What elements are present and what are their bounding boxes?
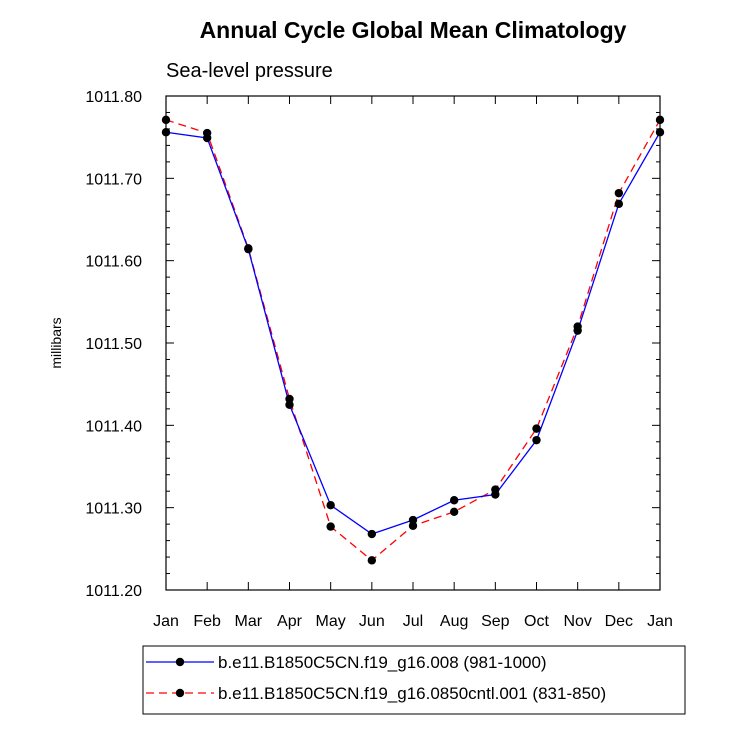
series-1-point: [367, 529, 377, 539]
y-tick-label: 1011.20: [85, 583, 142, 600]
x-tick-label: Mar: [235, 613, 263, 630]
y-axis-label: millibars: [48, 317, 64, 368]
chart-title: Annual Cycle Global Mean Climatology: [200, 17, 627, 43]
x-tick-label: Jun: [359, 613, 385, 630]
x-tick-label: Jul: [403, 613, 423, 630]
series-2-point: [408, 521, 418, 530]
series-1-point: [532, 435, 541, 445]
series-1-point: [573, 326, 582, 335]
series-2-point: [655, 115, 665, 125]
legend-box: [142, 645, 686, 715]
chart-subtitle: Sea-level pressure: [166, 60, 333, 82]
series-1-point: [285, 400, 294, 409]
series-1-point: [655, 128, 665, 137]
series-1-point: [161, 128, 171, 137]
legend-marker-1: [175, 657, 185, 667]
series-1-point: [614, 199, 624, 209]
x-tick-label: Feb: [193, 613, 221, 630]
legend-marker-2: [175, 688, 185, 698]
series-line-1: [165, 131, 661, 535]
x-tick-label: Jan: [647, 613, 673, 630]
series-1-point: [408, 515, 418, 525]
series-1-point: [326, 500, 335, 510]
series-2-point: [367, 556, 377, 565]
x-tick-label: Dec: [605, 613, 633, 630]
x-tick-label: Aug: [440, 613, 468, 630]
series-line-2: [165, 119, 661, 562]
legend: b.e11.B1850C5CN.f19_g16.008 (981-1000) b.…: [146, 653, 606, 703]
series-1-point: [491, 490, 500, 499]
y-tick-label: 1011.80: [85, 89, 142, 106]
series-2-point: [614, 188, 624, 198]
series-2-point: [285, 394, 294, 404]
series-2-point: [161, 115, 171, 125]
y-tick-label: 1011.30: [85, 501, 142, 518]
y-tick-label: 1011.50: [85, 336, 142, 353]
series-1-point: [449, 496, 459, 505]
series-2-point: [326, 522, 335, 531]
x-tick-label: Oct: [524, 613, 549, 630]
series-1-point: [244, 244, 253, 254]
legend-label-1: b.e11.B1850C5CN.f19_g16.008 (981-1000): [218, 653, 547, 672]
series-2-point: [532, 424, 541, 433]
y-tick-label: 1011.70: [85, 171, 142, 188]
x-tick-label: Sep: [481, 613, 510, 630]
series-1-point: [202, 133, 212, 143]
legend-label-2: b.e11.B1850C5CN.f19_g16.0850cntl.001 (83…: [218, 684, 606, 703]
x-tick-label: May: [316, 613, 346, 630]
x-tick-label: Nov: [563, 613, 591, 630]
x-tick-label: Jan: [153, 613, 179, 630]
axis-ticks: Jan Feb Mar Apr May Jun Jul Aug Sep Oct Nov Dec Jan 1…: [85, 89, 673, 630]
y-tick-label: 1011.40: [85, 418, 142, 435]
y-tick-label: 1011.60: [85, 254, 142, 271]
series-layer: [161, 115, 665, 565]
series-2-point: [449, 507, 459, 516]
x-tick-label: Apr: [277, 613, 303, 630]
